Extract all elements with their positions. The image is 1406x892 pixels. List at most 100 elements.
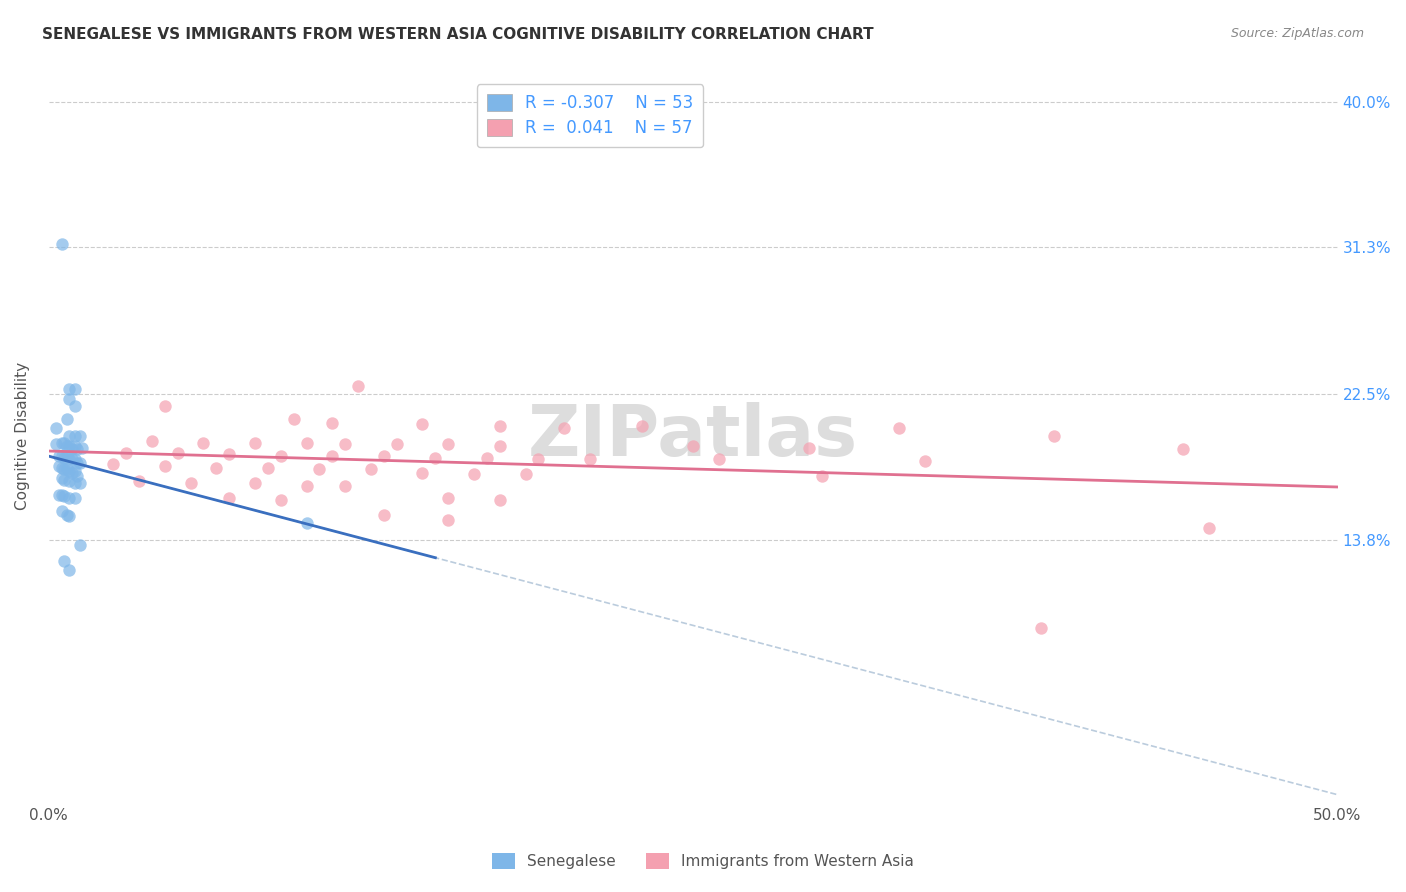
Point bbox=[579, 452, 602, 467]
Point bbox=[60, 466, 83, 480]
Point bbox=[69, 429, 91, 443]
Point bbox=[295, 435, 318, 450]
Point bbox=[385, 437, 408, 451]
Point bbox=[270, 492, 292, 507]
Point bbox=[347, 379, 370, 393]
Point bbox=[103, 458, 125, 472]
Point bbox=[463, 467, 485, 482]
Point bbox=[321, 449, 343, 463]
Point bbox=[56, 462, 79, 476]
Point bbox=[914, 454, 936, 468]
Point bbox=[360, 462, 382, 476]
Point bbox=[48, 449, 70, 463]
Point bbox=[69, 538, 91, 552]
Point bbox=[153, 399, 176, 413]
Point bbox=[51, 236, 73, 251]
Point bbox=[411, 466, 433, 480]
Point bbox=[425, 450, 447, 465]
Point bbox=[1198, 521, 1220, 535]
Point bbox=[256, 460, 278, 475]
Point bbox=[308, 462, 330, 476]
Point bbox=[373, 508, 395, 522]
Text: Source: ZipAtlas.com: Source: ZipAtlas.com bbox=[1230, 27, 1364, 40]
Point bbox=[51, 504, 73, 518]
Point bbox=[58, 563, 80, 577]
Point bbox=[56, 508, 79, 522]
Point bbox=[527, 452, 550, 467]
Point bbox=[63, 382, 86, 396]
Point bbox=[166, 446, 188, 460]
Point bbox=[51, 449, 73, 463]
Point bbox=[63, 429, 86, 443]
Point bbox=[488, 419, 510, 434]
Point bbox=[60, 452, 83, 467]
Point bbox=[553, 421, 575, 435]
Point bbox=[475, 450, 498, 465]
Point bbox=[321, 416, 343, 430]
Point bbox=[437, 491, 460, 505]
Point bbox=[707, 452, 730, 467]
Point bbox=[243, 435, 266, 450]
Point bbox=[58, 392, 80, 407]
Point bbox=[270, 449, 292, 463]
Point bbox=[58, 474, 80, 488]
Point bbox=[243, 475, 266, 490]
Point bbox=[45, 421, 67, 435]
Point bbox=[1029, 621, 1052, 635]
Point bbox=[56, 412, 79, 426]
Point bbox=[373, 449, 395, 463]
Text: ZIPatlas: ZIPatlas bbox=[529, 401, 858, 471]
Point bbox=[66, 469, 89, 483]
Point bbox=[51, 471, 73, 485]
Point bbox=[218, 491, 240, 505]
Point bbox=[141, 434, 163, 448]
Point bbox=[51, 460, 73, 475]
Point bbox=[218, 447, 240, 461]
Point bbox=[69, 456, 91, 470]
Point bbox=[205, 460, 228, 475]
Point bbox=[128, 474, 150, 488]
Point bbox=[153, 459, 176, 474]
Point bbox=[488, 492, 510, 507]
Point bbox=[811, 469, 834, 483]
Point bbox=[437, 437, 460, 451]
Point bbox=[48, 487, 70, 501]
Point bbox=[295, 516, 318, 530]
Point bbox=[53, 435, 76, 450]
Point bbox=[63, 439, 86, 453]
Legend: Senegalese, Immigrants from Western Asia: Senegalese, Immigrants from Western Asia bbox=[485, 847, 921, 875]
Point bbox=[51, 435, 73, 450]
Point bbox=[193, 435, 215, 450]
Point bbox=[53, 462, 76, 476]
Point bbox=[60, 442, 83, 457]
Point bbox=[797, 441, 820, 455]
Point bbox=[58, 382, 80, 396]
Y-axis label: Cognitive Disability: Cognitive Disability bbox=[15, 362, 30, 510]
Point bbox=[58, 439, 80, 453]
Legend: R = -0.307    N = 53, R =  0.041    N = 57: R = -0.307 N = 53, R = 0.041 N = 57 bbox=[477, 84, 703, 147]
Point bbox=[63, 464, 86, 478]
Point bbox=[437, 513, 460, 527]
Point bbox=[66, 442, 89, 457]
Point bbox=[53, 489, 76, 503]
Point bbox=[630, 419, 652, 434]
Point bbox=[53, 473, 76, 487]
Point bbox=[72, 441, 94, 455]
Point bbox=[283, 412, 305, 426]
Point bbox=[1043, 429, 1066, 443]
Point bbox=[180, 475, 202, 490]
Text: SENEGALESE VS IMMIGRANTS FROM WESTERN ASIA COGNITIVE DISABILITY CORRELATION CHAR: SENEGALESE VS IMMIGRANTS FROM WESTERN AS… bbox=[42, 27, 873, 42]
Point bbox=[58, 509, 80, 524]
Point bbox=[63, 491, 86, 505]
Point bbox=[45, 437, 67, 451]
Point bbox=[115, 446, 138, 460]
Point bbox=[63, 452, 86, 467]
Point bbox=[69, 475, 91, 490]
Point bbox=[51, 487, 73, 501]
Point bbox=[63, 399, 86, 413]
Point bbox=[56, 449, 79, 463]
Point bbox=[889, 421, 911, 435]
Point bbox=[515, 467, 537, 482]
Point bbox=[333, 437, 356, 451]
Point bbox=[1171, 442, 1194, 457]
